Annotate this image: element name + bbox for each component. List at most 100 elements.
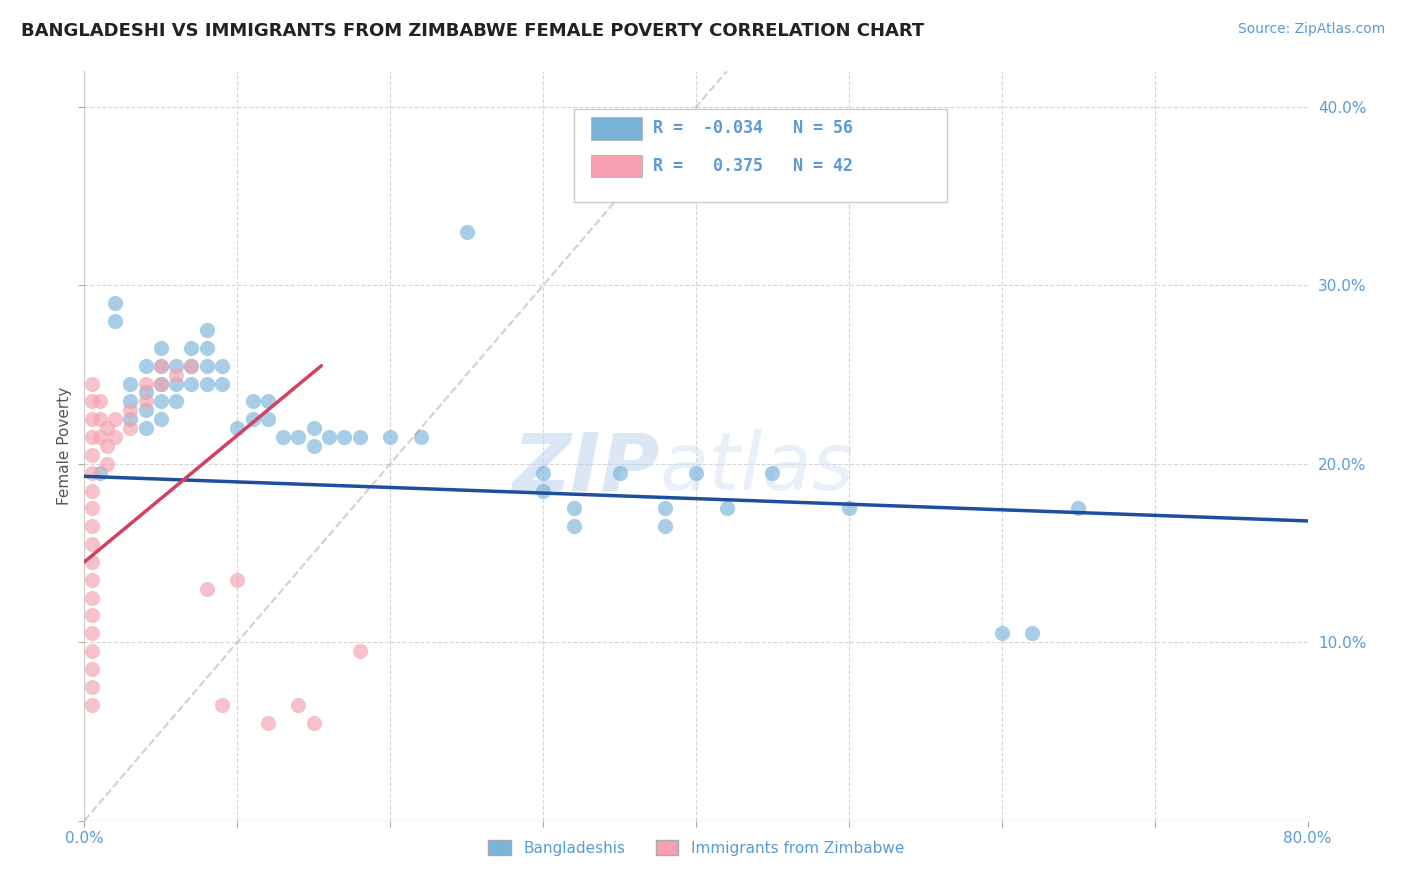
Point <box>80 412 103 426</box>
Point <box>135 385 157 400</box>
Point <box>120 394 142 409</box>
Point <box>135 394 157 409</box>
Point <box>333 430 356 444</box>
Point <box>195 323 218 337</box>
Text: Source: ZipAtlas.com: Source: ZipAtlas.com <box>1237 22 1385 37</box>
Point <box>195 582 218 596</box>
Point <box>165 359 187 373</box>
Point <box>120 421 142 435</box>
Point <box>716 501 738 516</box>
Point <box>302 439 325 453</box>
Point <box>96 421 118 435</box>
Point <box>80 501 103 516</box>
Point <box>80 591 103 605</box>
Point <box>135 376 157 391</box>
Point <box>685 466 707 480</box>
Point <box>195 341 218 355</box>
Point <box>80 698 103 712</box>
Point <box>80 466 103 480</box>
Point <box>654 519 676 533</box>
Point <box>838 501 860 516</box>
Point <box>80 626 103 640</box>
Point <box>609 466 631 480</box>
Point <box>80 662 103 676</box>
Point <box>149 376 172 391</box>
Point <box>257 412 280 426</box>
Point <box>80 394 103 409</box>
Point <box>1021 626 1043 640</box>
Point <box>165 394 187 409</box>
Point <box>318 430 340 444</box>
Point <box>80 483 103 498</box>
Point <box>195 376 218 391</box>
Point <box>104 296 127 310</box>
Point <box>349 644 371 658</box>
Text: atlas: atlas <box>659 429 853 508</box>
Text: R =   0.375   N = 42: R = 0.375 N = 42 <box>654 157 853 175</box>
Point <box>149 341 172 355</box>
Point <box>242 394 264 409</box>
Point <box>287 430 309 444</box>
Point <box>562 501 585 516</box>
Point <box>135 421 157 435</box>
Point <box>531 466 554 480</box>
Point <box>195 359 218 373</box>
Point <box>180 341 202 355</box>
Point <box>120 403 142 417</box>
Point <box>80 680 103 694</box>
Legend: Bangladeshis, Immigrants from Zimbabwe: Bangladeshis, Immigrants from Zimbabwe <box>482 833 910 862</box>
Point <box>1067 501 1090 516</box>
FancyBboxPatch shape <box>591 154 643 177</box>
Point <box>149 359 172 373</box>
Point <box>89 394 111 409</box>
Point <box>271 430 294 444</box>
Point <box>89 430 111 444</box>
Point <box>349 430 371 444</box>
Point <box>120 376 142 391</box>
Point <box>149 376 172 391</box>
Point <box>302 421 325 435</box>
Point <box>80 430 103 444</box>
Point <box>80 519 103 533</box>
Point <box>287 698 309 712</box>
Point <box>654 501 676 516</box>
Point <box>226 573 249 587</box>
Point <box>89 412 111 426</box>
FancyBboxPatch shape <box>574 109 946 202</box>
Point <box>211 376 233 391</box>
Point <box>135 403 157 417</box>
Point <box>380 430 402 444</box>
Point <box>104 314 127 328</box>
Point <box>991 626 1014 640</box>
Point <box>409 430 432 444</box>
Point <box>165 376 187 391</box>
Text: ZIP: ZIP <box>512 429 659 508</box>
Point <box>80 376 103 391</box>
Point <box>120 412 142 426</box>
Point <box>211 359 233 373</box>
Point <box>211 698 233 712</box>
Point <box>80 644 103 658</box>
Point <box>80 555 103 569</box>
Point <box>761 466 783 480</box>
Point <box>80 448 103 462</box>
Point <box>80 608 103 623</box>
Point <box>149 359 172 373</box>
Point <box>96 439 118 453</box>
Text: BANGLADESHI VS IMMIGRANTS FROM ZIMBABWE FEMALE POVERTY CORRELATION CHART: BANGLADESHI VS IMMIGRANTS FROM ZIMBABWE … <box>21 22 924 40</box>
Point <box>165 368 187 382</box>
Point <box>96 457 118 471</box>
Point <box>257 715 280 730</box>
FancyBboxPatch shape <box>591 117 643 139</box>
Point <box>242 412 264 426</box>
Y-axis label: Female Poverty: Female Poverty <box>56 387 72 505</box>
Point <box>562 519 585 533</box>
Point <box>104 412 127 426</box>
Point <box>180 359 202 373</box>
Point <box>257 394 280 409</box>
Point <box>302 715 325 730</box>
Point <box>456 225 478 239</box>
Point <box>80 573 103 587</box>
Point <box>531 483 554 498</box>
Point <box>135 359 157 373</box>
